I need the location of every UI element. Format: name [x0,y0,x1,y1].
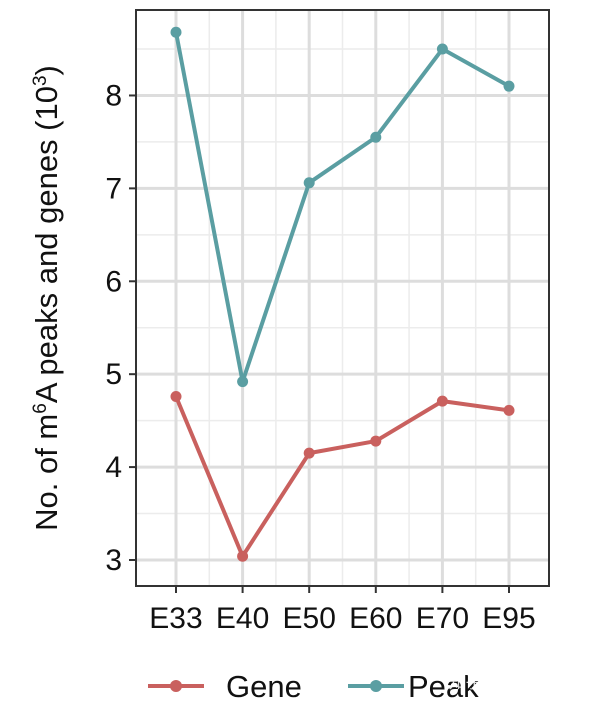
data-point-peak [303,177,315,189]
y-tick-label: 6 [105,265,122,298]
legend: Gene Peak [148,669,479,704]
x-tick-label: E60 [349,602,402,635]
data-point-peak [503,80,515,92]
data-point-peak [436,43,448,55]
series-line-peak [174,31,510,384]
x-tick-label: E33 [149,602,202,635]
legend-peak-label: Peak [408,669,479,704]
y-axis-label: No. of m6A peaks and genes (103) [29,65,64,531]
y-tick-label: 7 [105,172,122,205]
data-point-peak [170,26,182,38]
y-tick-label: 3 [105,544,122,577]
x-tick-label: E40 [216,602,269,635]
grid-minor [136,10,549,586]
legend-gene-label: Gene [226,669,302,704]
watermark: 知乎 @易基因科技 [449,673,590,693]
data-point-gene [503,404,515,416]
data-point-gene [170,390,182,402]
x-tick-label: E95 [482,602,535,635]
data-point-peak [237,376,249,388]
legend-peak-marker [370,680,382,692]
legend-gene-marker [170,680,182,692]
data-point-gene [436,395,448,407]
x-axis-ticks: E33 E40 E50 E60 E70 E95 [149,586,536,635]
y-tick-label: 4 [105,451,122,484]
series-layer [170,26,515,562]
data-point-gene [303,447,315,459]
series-line-gene [174,395,510,559]
plot-frame [135,9,550,587]
data-point-gene [237,550,249,562]
y-tick-label: 5 [105,358,122,391]
x-tick-label: E50 [283,602,336,635]
y-axis-ticks: 3 4 5 6 7 8 [105,79,136,577]
x-tick-label: E70 [416,602,469,635]
y-tick-label: 8 [105,79,122,112]
data-point-peak [370,131,382,143]
grid-major [136,10,549,586]
data-point-gene [370,435,382,447]
